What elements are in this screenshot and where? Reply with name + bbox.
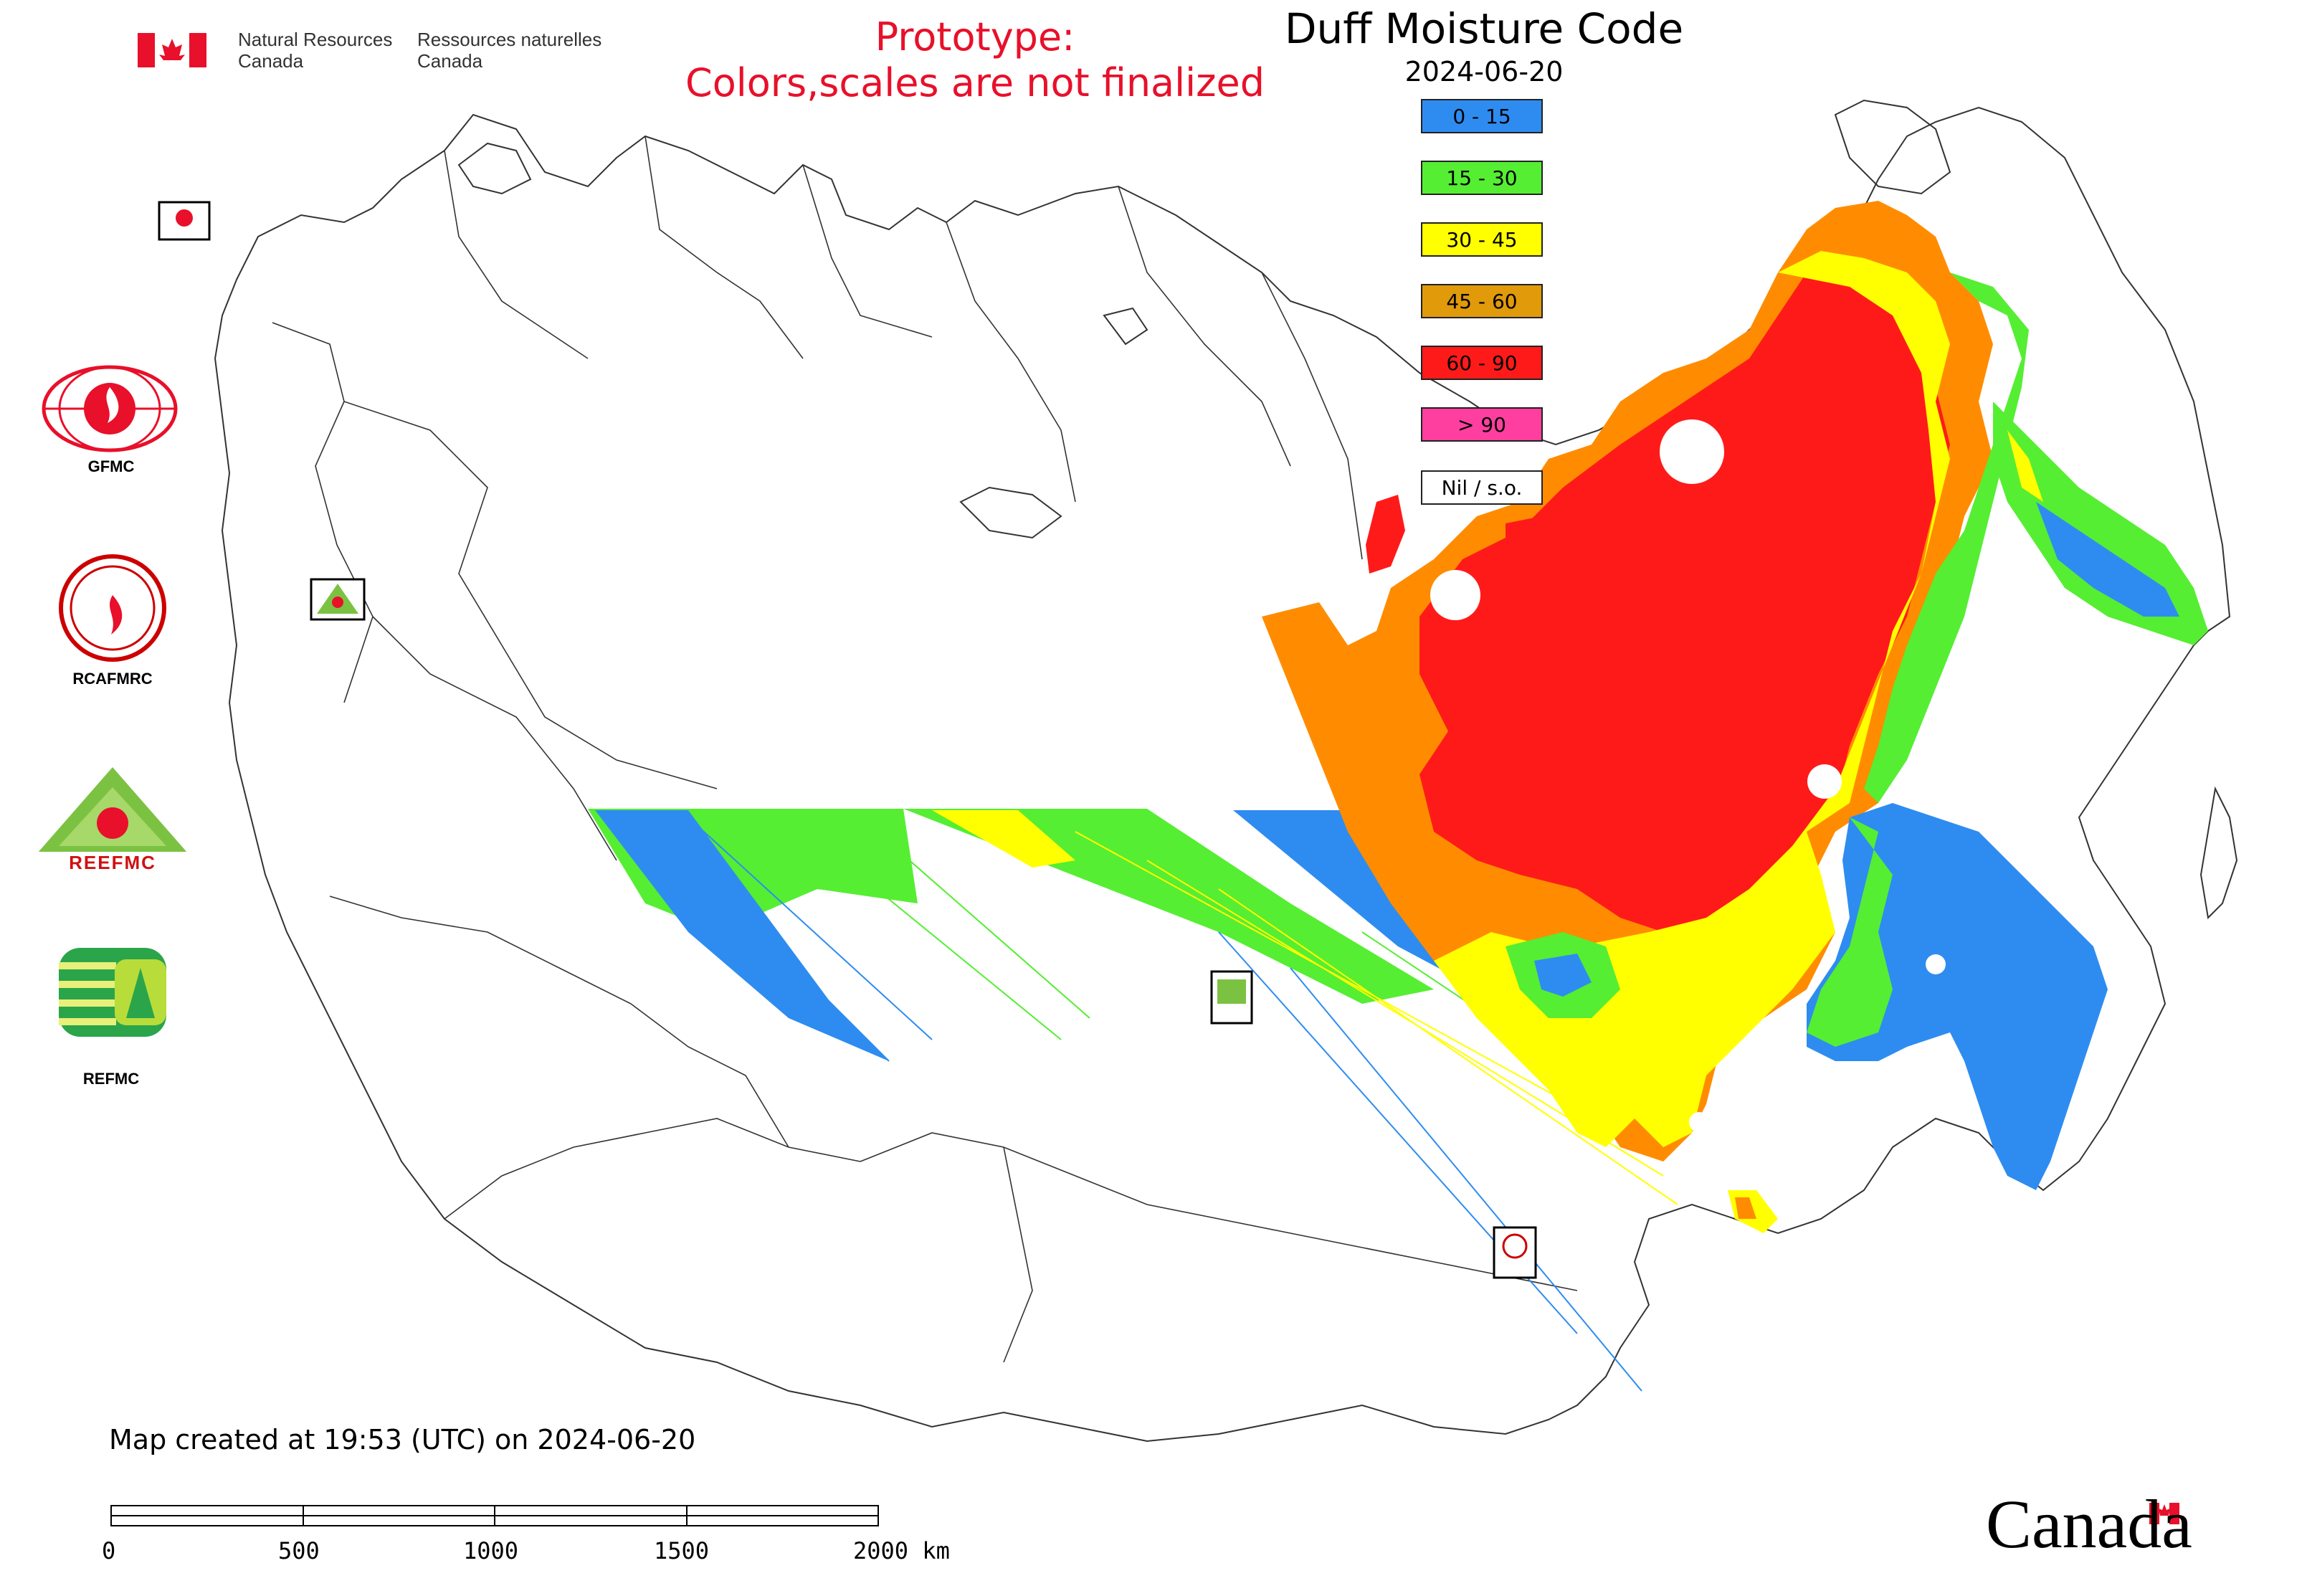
legend-item-45-60: 45 - 60	[1421, 284, 1543, 318]
prototype-line2: Colors,scales are not finalized	[685, 60, 1265, 105]
dmc-colored-region	[1262, 201, 2208, 1233]
legend-label: 45 - 60	[1446, 289, 1518, 313]
scale-label-0: 0	[102, 1537, 116, 1564]
map-logo-markers	[158, 201, 1537, 1279]
legend-item-nil: Nil / s.o.	[1421, 470, 1543, 505]
canada-wordmark: Canada	[1986, 1486, 2192, 1562]
legend-item-0-15: 0 - 15	[1421, 99, 1543, 133]
prototype-line1: Prototype:	[875, 14, 1075, 60]
org-label-reefmc: REEFMC	[69, 852, 156, 873]
canada-flag-icon	[138, 33, 206, 67]
gov-name-en-line2: Canada	[238, 50, 304, 72]
rcafmrc-logo-icon	[59, 554, 166, 662]
legend-label: > 90	[1457, 412, 1506, 437]
legend-item-60-90: 60 - 90	[1421, 346, 1543, 380]
scale-bar	[110, 1505, 879, 1526]
gov-name-fr: Ressources naturelles Canada	[417, 29, 601, 72]
legend-label: 15 - 30	[1446, 166, 1518, 190]
scale-label-1000: 1000	[463, 1537, 519, 1564]
legend-item-30-45: 30 - 45	[1421, 222, 1543, 257]
legend-item-over-90: > 90	[1421, 407, 1543, 442]
gov-name-fr-line2: Canada	[417, 50, 483, 72]
refmc-logo-icon	[59, 948, 166, 1037]
canada-wordmark-flag-icon	[2149, 1503, 2179, 1524]
legend-item-15-30: 15 - 30	[1421, 161, 1543, 195]
gov-name-en-line1: Natural Resources	[238, 29, 393, 50]
map-title: Duff Moisture Code	[1284, 4, 1684, 53]
scale-label-500: 500	[278, 1537, 320, 1564]
org-label-rcafmrc: RCAFMRC	[72, 670, 153, 688]
org-label-gfmc: GFMC	[87, 457, 135, 475]
org-label-refmc: REFMC	[82, 1070, 140, 1088]
legend-label: Nil / s.o.	[1441, 475, 1523, 500]
legend-label: 60 - 90	[1446, 351, 1518, 375]
scale-label-2000-km: 2000 km	[853, 1537, 950, 1564]
reefmc-logo-icon	[37, 767, 188, 869]
scale-label-1500: 1500	[654, 1537, 710, 1564]
map-date: 2024-06-20	[1404, 56, 1564, 87]
gov-name-fr-line1: Ressources naturelles	[417, 29, 602, 50]
gfmc-logo-icon	[42, 365, 178, 452]
gov-name-en: Natural Resources Canada	[238, 29, 392, 72]
legend-label: 0 - 15	[1452, 104, 1511, 128]
map-created-note: Map created at 19:53 (UTC) on 2024-06-20	[109, 1424, 696, 1455]
legend-label: 30 - 45	[1446, 227, 1518, 252]
prototype-warning: Prototype: Colors,scales are not finaliz…	[645, 14, 1305, 106]
northern-islands	[457, 99, 2238, 920]
